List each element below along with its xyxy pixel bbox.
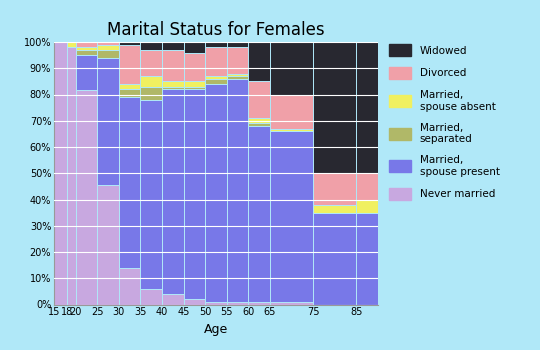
Bar xyxy=(205,84,227,302)
Bar xyxy=(119,84,140,89)
Bar xyxy=(76,50,97,55)
Bar xyxy=(184,82,205,87)
Bar xyxy=(205,47,227,76)
Bar xyxy=(356,199,378,212)
Bar xyxy=(205,302,227,304)
Bar xyxy=(270,42,313,94)
Bar xyxy=(162,82,184,87)
Title: Marital Status for Females: Marital Status for Females xyxy=(107,21,325,39)
Bar xyxy=(227,76,248,79)
Bar xyxy=(356,173,378,200)
Legend: Widowed, Divorced, Married,
spouse absent, Married,
separated, Married,
spouse p: Widowed, Divorced, Married, spouse absen… xyxy=(387,42,502,202)
Bar xyxy=(270,302,313,304)
Bar xyxy=(162,87,184,89)
Bar xyxy=(76,55,97,90)
Bar xyxy=(140,76,162,87)
Bar xyxy=(270,94,313,129)
Bar xyxy=(67,47,76,304)
Bar xyxy=(227,47,248,74)
Bar xyxy=(119,89,140,97)
Bar xyxy=(248,82,270,118)
Bar xyxy=(313,42,356,173)
Bar xyxy=(97,58,119,185)
Bar xyxy=(67,42,76,47)
Bar xyxy=(270,129,313,131)
Bar xyxy=(227,302,248,304)
Bar xyxy=(162,50,184,82)
Bar xyxy=(184,52,205,82)
Bar xyxy=(140,289,162,304)
Bar xyxy=(205,76,227,79)
Bar xyxy=(184,89,205,299)
X-axis label: Age: Age xyxy=(204,323,228,336)
Bar xyxy=(227,42,248,47)
Bar xyxy=(119,44,140,84)
Bar xyxy=(97,42,119,45)
Bar xyxy=(270,131,313,302)
Bar xyxy=(248,42,270,82)
Bar xyxy=(313,205,356,212)
Bar xyxy=(313,212,356,304)
Bar xyxy=(119,268,140,304)
Bar xyxy=(97,50,119,58)
Bar xyxy=(184,87,205,89)
Bar xyxy=(140,100,162,289)
Bar xyxy=(248,124,270,126)
Bar xyxy=(227,79,248,302)
Bar xyxy=(205,79,227,84)
Bar xyxy=(162,42,184,50)
Bar xyxy=(227,74,248,76)
Bar xyxy=(356,212,378,304)
Bar xyxy=(119,42,140,44)
Bar xyxy=(248,302,270,304)
Bar xyxy=(97,45,119,50)
Bar xyxy=(184,299,205,304)
Bar xyxy=(356,42,378,173)
Bar xyxy=(162,89,184,294)
Bar xyxy=(76,90,97,304)
Bar xyxy=(119,97,140,268)
Bar xyxy=(140,42,162,50)
Bar xyxy=(162,294,184,304)
Bar xyxy=(313,173,356,205)
Bar xyxy=(248,118,270,124)
Bar xyxy=(184,42,205,52)
Bar xyxy=(205,42,227,47)
Bar xyxy=(248,126,270,302)
Bar xyxy=(97,185,119,304)
Bar xyxy=(140,50,162,76)
Bar xyxy=(140,87,162,100)
Bar xyxy=(76,47,97,50)
Bar xyxy=(54,42,67,304)
Bar xyxy=(76,42,97,47)
